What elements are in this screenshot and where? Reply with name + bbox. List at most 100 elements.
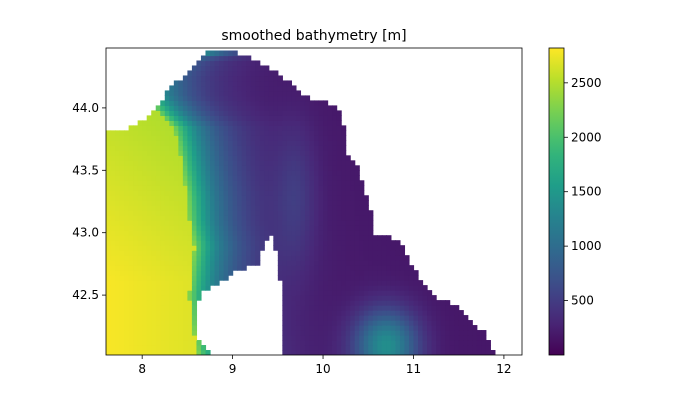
heatmap-cell [137, 255, 143, 261]
heatmap-cell [178, 80, 184, 87]
heatmap-cell [241, 165, 247, 171]
heatmap-cell [350, 215, 356, 221]
heatmap-cell [232, 185, 238, 191]
heatmap-cell [282, 315, 288, 321]
heatmap-cell [291, 285, 297, 291]
heatmap-cell [291, 165, 297, 171]
heatmap-cell [381, 305, 387, 311]
heatmap-cell [106, 270, 112, 276]
heatmap-cell [155, 110, 161, 116]
heatmap-cell [264, 190, 270, 196]
heatmap-cell [246, 180, 252, 186]
heatmap-cell [187, 310, 193, 316]
heatmap-cell [350, 230, 356, 236]
heatmap-cell [300, 195, 306, 201]
heatmap-cell [422, 320, 428, 326]
heatmap-cell [359, 205, 365, 211]
heatmap-cell [182, 110, 188, 116]
heatmap-cell [399, 270, 406, 276]
heatmap-cell [173, 335, 179, 341]
heatmap-cell [350, 335, 356, 341]
heatmap-cell [268, 160, 274, 166]
heatmap-cell [182, 295, 188, 301]
heatmap-cell [178, 135, 184, 141]
heatmap-cell [273, 225, 279, 231]
heatmap-cell [427, 335, 433, 341]
heatmap-cell [314, 245, 320, 251]
heatmap-cell [173, 305, 179, 311]
heatmap-cell [124, 285, 130, 291]
heatmap-cell [196, 180, 202, 186]
heatmap-cell [309, 180, 315, 186]
heatmap-cell [178, 110, 184, 116]
heatmap-cell [399, 280, 406, 286]
heatmap-cell [173, 315, 179, 321]
heatmap-cell [445, 350, 451, 355]
heatmap-cell [178, 330, 184, 336]
heatmap-cell [137, 260, 143, 266]
heatmap-cell [332, 155, 338, 161]
heatmap-cell [381, 240, 387, 246]
heatmap-cell [178, 130, 184, 136]
heatmap-cell [187, 90, 193, 97]
heatmap-cell [191, 335, 198, 341]
heatmap-cell [323, 110, 329, 116]
heatmap-cell [241, 260, 247, 266]
heatmap-cell [214, 210, 220, 216]
heatmap-cell [228, 85, 234, 92]
heatmap-cell [408, 350, 415, 355]
heatmap-cell [422, 290, 428, 296]
heatmap-cell [142, 240, 148, 246]
heatmap-cell [246, 100, 252, 106]
heatmap-cell [291, 180, 297, 186]
heatmap-cell [219, 235, 225, 241]
heatmap-cell [223, 235, 229, 241]
heatmap-cell [182, 235, 188, 241]
heatmap-cell [255, 90, 261, 97]
heatmap-cell [169, 150, 175, 156]
heatmap-cell [151, 185, 157, 191]
heatmap-cell [182, 115, 188, 121]
heatmap-cell [205, 140, 211, 146]
heatmap-cell [318, 280, 324, 286]
heatmap-cell [169, 160, 175, 166]
heatmap-cell [115, 350, 121, 355]
heatmap-cell [336, 280, 342, 286]
heatmap-cell [341, 295, 347, 301]
heatmap-cell [164, 100, 170, 106]
heatmap-cell [164, 295, 170, 301]
heatmap-cell [277, 95, 283, 102]
heatmap-cell [106, 200, 112, 206]
heatmap-cell [191, 150, 198, 156]
heatmap-cell [128, 330, 134, 336]
heatmap-cell [160, 175, 166, 181]
heatmap-cell [237, 55, 243, 62]
heatmap-cell [368, 210, 374, 216]
heatmap-cell [314, 330, 320, 336]
heatmap-cell [169, 270, 175, 276]
heatmap-cell [386, 285, 392, 291]
heatmap-cell [124, 205, 130, 211]
heatmap-cell [363, 215, 369, 221]
heatmap-cell [210, 160, 216, 166]
heatmap-cell [219, 110, 225, 116]
heatmap-cell [232, 220, 238, 226]
heatmap-cell [106, 235, 112, 241]
heatmap-cell [255, 180, 261, 186]
heatmap-cell [250, 80, 256, 87]
heatmap-cell [300, 255, 306, 261]
heatmap-cell [178, 160, 184, 166]
heatmap-cell [191, 205, 198, 211]
heatmap-cell [332, 175, 338, 181]
heatmap-cell [164, 145, 170, 151]
heatmap-cell [277, 260, 283, 266]
heatmap-cell [173, 115, 179, 121]
heatmap-cell [264, 160, 270, 166]
heatmap-cell [404, 325, 410, 331]
heatmap-cell [309, 315, 315, 321]
heatmap-cell [164, 285, 170, 291]
heatmap-cell [268, 110, 274, 116]
heatmap-cell [246, 55, 252, 62]
heatmap-cell [173, 150, 179, 156]
heatmap-cell [250, 105, 256, 111]
